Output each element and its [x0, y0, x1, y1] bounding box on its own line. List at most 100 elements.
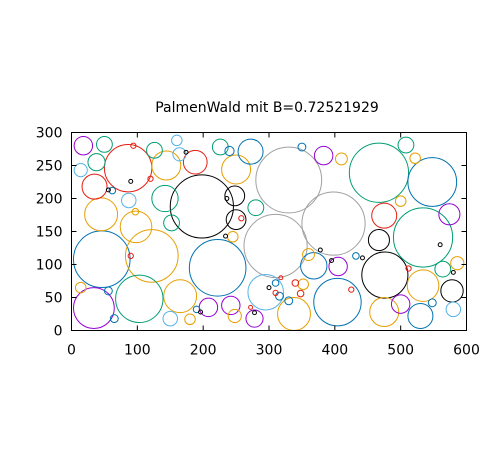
- circle-101: [223, 233, 229, 239]
- circle-55: [445, 301, 462, 318]
- x-axis: 0 100 200 300 400 500 600: [67, 132, 480, 359]
- circle-87: [248, 304, 254, 310]
- circle-86: [278, 275, 284, 281]
- circle-31: [225, 209, 247, 230]
- y-axis: 0 50 100 150 200 250 300: [36, 126, 467, 340]
- circle-25: [151, 184, 179, 213]
- x-tick-label-1: 100: [124, 343, 151, 359]
- circle-18: [369, 297, 400, 328]
- y-tick-label-4: 200: [36, 192, 63, 208]
- circle-58: [302, 248, 315, 262]
- circle-7: [348, 142, 410, 203]
- circle-26: [237, 138, 264, 165]
- circle-38: [221, 295, 241, 316]
- y-tick-label-1: 50: [45, 291, 63, 307]
- circle-75: [108, 186, 117, 195]
- circle-44: [87, 153, 106, 172]
- circle-97: [329, 258, 335, 264]
- circle-70: [271, 279, 280, 287]
- x-tick-label-5: 500: [387, 343, 414, 359]
- circle-60: [227, 308, 242, 324]
- y-tick-label-6: 300: [36, 126, 63, 142]
- circle-35: [81, 173, 108, 200]
- circle-41: [245, 309, 264, 328]
- circle-33: [407, 302, 434, 329]
- circle-102: [437, 242, 443, 248]
- circle-98: [252, 310, 257, 316]
- circle-48: [397, 136, 415, 154]
- circle-27: [182, 149, 208, 175]
- circle-53: [121, 192, 137, 209]
- circle-72: [103, 286, 113, 296]
- circle-15: [247, 273, 284, 311]
- x-tick-label-6: 600: [453, 343, 480, 359]
- circle-28: [371, 202, 398, 229]
- x-tick-label-3: 300: [256, 343, 283, 359]
- circle-67: [171, 134, 183, 147]
- circle-20: [119, 210, 153, 244]
- circles-layer: [72, 134, 465, 331]
- circle-3: [169, 174, 234, 239]
- circle-17: [163, 279, 198, 314]
- x-tick-label-4: 400: [321, 343, 348, 359]
- circle-96: [450, 269, 456, 275]
- circle-1: [301, 191, 366, 256]
- circle-91: [183, 149, 189, 155]
- circle-9: [407, 157, 458, 207]
- circle-57: [409, 152, 421, 165]
- chart-title: PalmenWald mit B=0.72521929: [155, 100, 379, 116]
- circle-34: [438, 203, 461, 226]
- circle-100: [360, 255, 365, 261]
- y-tick-label-3: 150: [36, 225, 63, 241]
- circle-21: [84, 197, 119, 232]
- x-tick-label-2: 200: [190, 343, 217, 359]
- circle-42: [73, 135, 94, 156]
- circle-77: [352, 252, 360, 260]
- circle-78: [275, 291, 284, 301]
- circle-30: [224, 185, 246, 207]
- circle-81: [272, 289, 279, 297]
- circle-64: [74, 281, 87, 294]
- circle-65: [394, 195, 407, 207]
- circle-68: [224, 145, 235, 157]
- circle-62: [450, 256, 465, 271]
- circle-66: [131, 207, 140, 216]
- circle-36: [328, 256, 348, 277]
- circle-93: [224, 196, 230, 201]
- circle-88: [238, 215, 245, 222]
- circle-76: [192, 305, 201, 314]
- circle-10: [313, 277, 362, 327]
- y-tick-label-5: 250: [36, 159, 63, 175]
- circle-6: [188, 238, 247, 297]
- circle-47: [211, 138, 229, 156]
- circle-29: [367, 229, 390, 252]
- circle-71: [109, 314, 119, 324]
- circle-89: [348, 286, 355, 293]
- circle-11: [361, 251, 409, 299]
- circle-79: [291, 279, 300, 287]
- circle-52: [73, 163, 88, 178]
- circle-43: [96, 135, 113, 153]
- circle-19: [406, 269, 440, 302]
- circle-8: [392, 207, 454, 268]
- circle-84: [405, 265, 412, 272]
- circle-54: [162, 310, 178, 327]
- circle-40: [313, 145, 334, 166]
- circle-85: [127, 252, 134, 260]
- circle-69: [284, 296, 294, 306]
- circle-83: [130, 142, 137, 149]
- x-tick-label-0: 0: [67, 343, 76, 359]
- circle-74: [297, 142, 307, 152]
- circle-23: [221, 154, 252, 185]
- circle-50: [146, 141, 163, 159]
- circle-22: [151, 150, 182, 181]
- y-tick-label-0: 0: [54, 324, 63, 340]
- y-tick-label-2: 100: [36, 258, 63, 274]
- circle-73: [427, 298, 437, 308]
- circle-94: [105, 187, 111, 193]
- circle-61: [184, 313, 196, 326]
- circle-99: [198, 309, 204, 315]
- circle-49: [434, 260, 452, 278]
